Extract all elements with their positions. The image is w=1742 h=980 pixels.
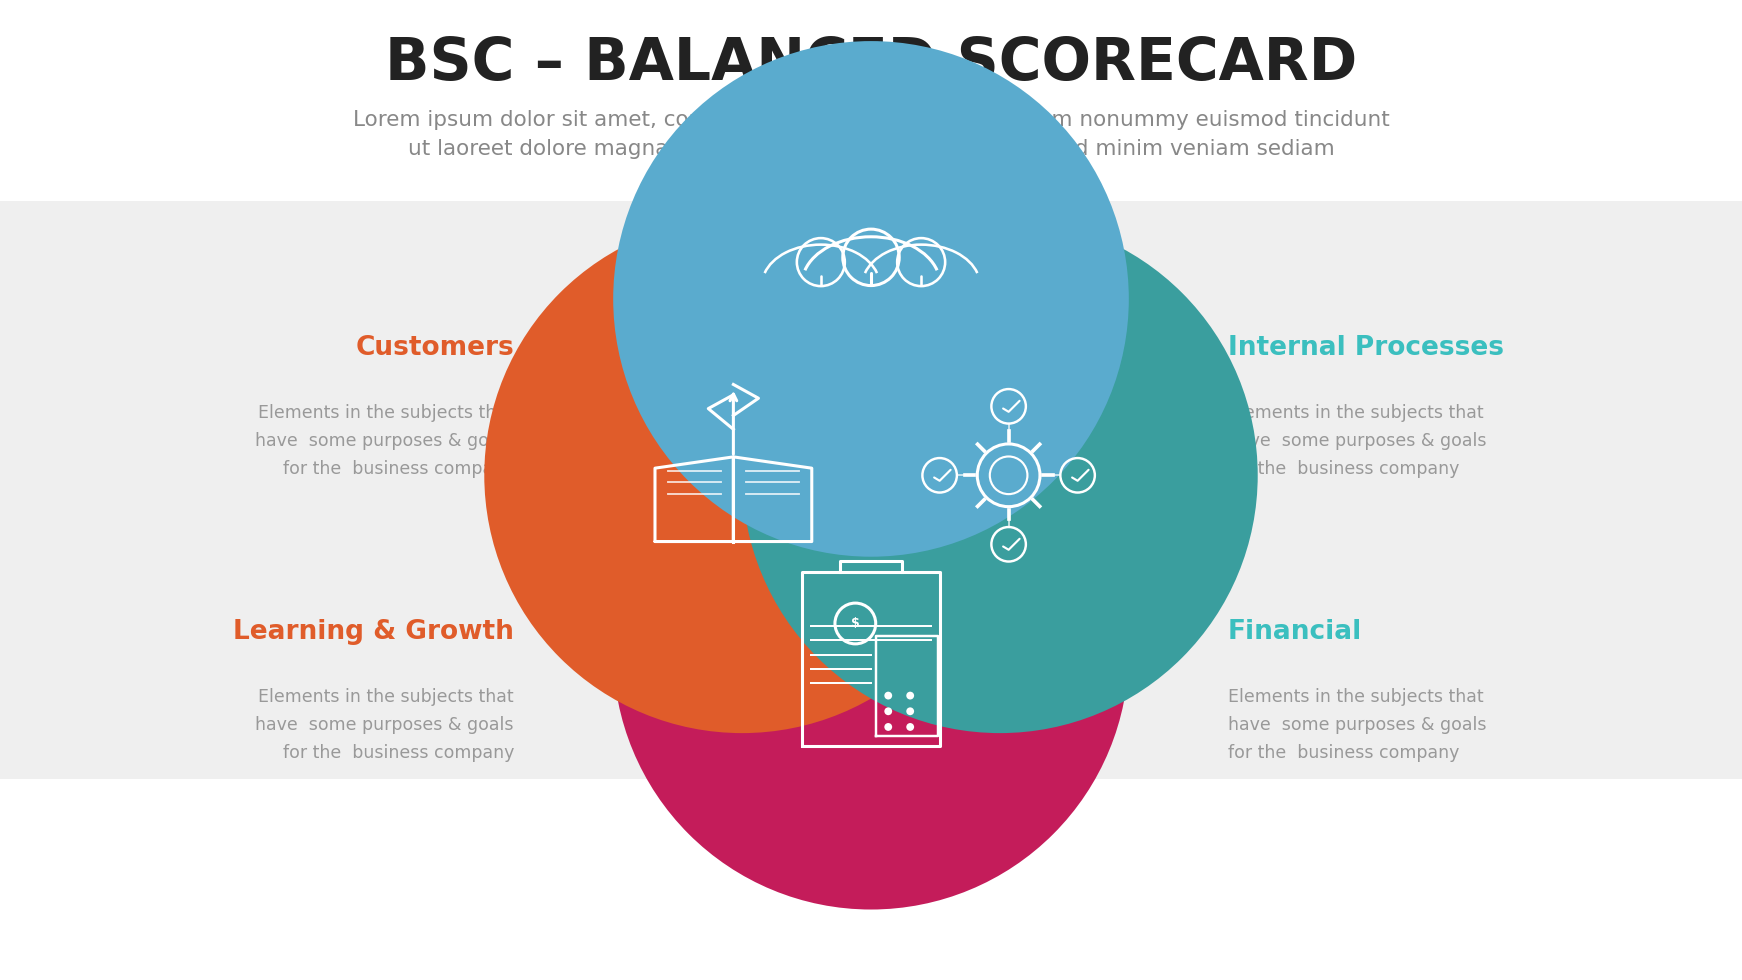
Text: Elements in the subjects that
have  some purposes & goals
for the  business comp: Elements in the subjects that have some … <box>256 404 514 478</box>
Ellipse shape <box>906 708 915 715</box>
Ellipse shape <box>484 218 1000 733</box>
Ellipse shape <box>885 708 892 715</box>
Text: Elements in the subjects that
have  some purposes & goals
for the  business comp: Elements in the subjects that have some … <box>256 688 514 762</box>
Text: Elements in the subjects that
have  some purposes & goals
for the  business comp: Elements in the subjects that have some … <box>1228 688 1486 762</box>
Text: Internal Processes: Internal Processes <box>1228 335 1503 361</box>
Text: BSC – BALANCED SCORECARD: BSC – BALANCED SCORECARD <box>385 35 1357 92</box>
Text: ut laoreet dolore magna aliquam erat volutpat. Ut wisi enim ad minim veniam sedi: ut laoreet dolore magna aliquam erat vol… <box>408 139 1334 159</box>
Bar <box>0 201 1742 500</box>
Text: Financial: Financial <box>1228 619 1362 645</box>
Text: Elements in the subjects that
have  some purposes & goals
for the  business comp: Elements in the subjects that have some … <box>1228 404 1486 478</box>
Ellipse shape <box>906 723 915 731</box>
Text: $: $ <box>850 617 861 630</box>
Ellipse shape <box>742 218 1258 733</box>
Text: Customers: Customers <box>355 335 514 361</box>
Ellipse shape <box>906 692 915 700</box>
Bar <box>0 500 1742 779</box>
Ellipse shape <box>613 41 1129 557</box>
Text: Lorem ipsum dolor sit amet, consectetuer adipiscing elit, sed diam nonummy euism: Lorem ipsum dolor sit amet, consectetuer… <box>352 110 1390 129</box>
Ellipse shape <box>885 692 892 700</box>
Ellipse shape <box>613 394 1129 909</box>
Text: Learning & Growth: Learning & Growth <box>233 619 514 645</box>
Ellipse shape <box>885 723 892 731</box>
